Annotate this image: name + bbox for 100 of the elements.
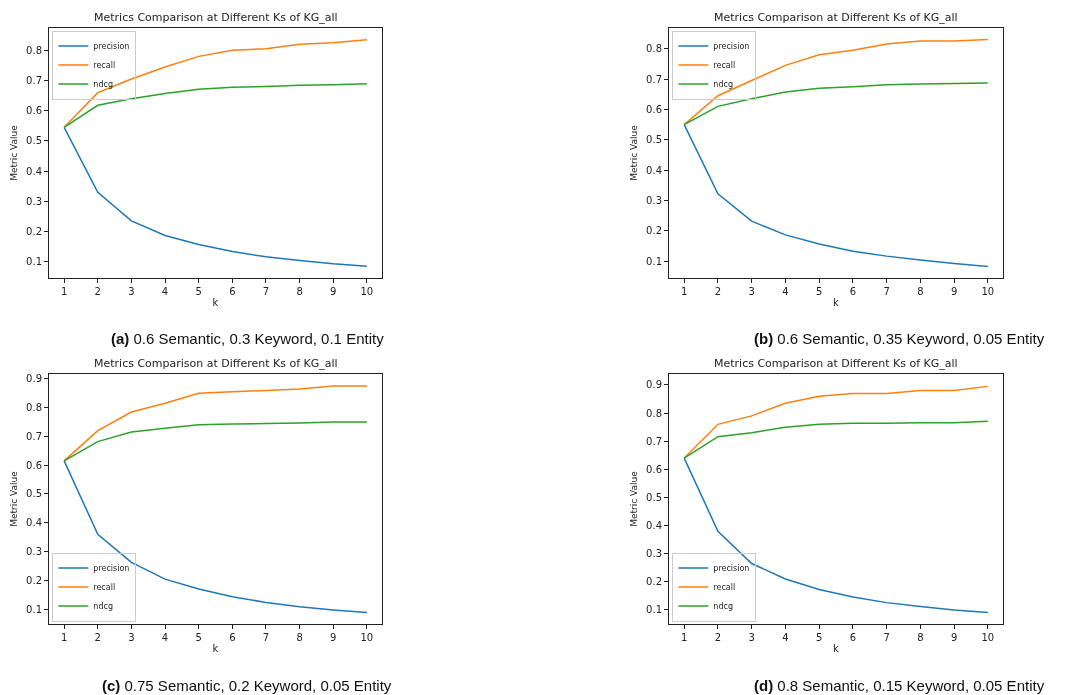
- chart-title: Metrics Comparison at Different Ks of KG_all: [94, 11, 338, 24]
- line-series: [683, 123, 989, 268]
- y-tick-label: 0.8: [646, 43, 662, 55]
- x-tick-label: 5: [195, 632, 202, 643]
- line-series: [63, 460, 368, 614]
- y-tick-label: 0.4: [26, 517, 42, 529]
- text: (a) 0.6 Semantic, 0.3 Keyword, 0.1 Entity: [111, 330, 385, 347]
- line-series: [63, 385, 368, 462]
- line-series: [63, 421, 368, 462]
- y-tick-label: 0.2: [646, 576, 662, 588]
- line-series: [683, 82, 989, 126]
- x-tick-label: 4: [161, 632, 169, 643]
- x-axis-title: k: [833, 296, 840, 308]
- legend-label: recall: [713, 583, 736, 593]
- chart-title: Metrics Comparison at Different Ks of KG_all: [714, 357, 958, 370]
- x-tick-label: 10: [360, 632, 374, 643]
- x-tick-label: 9: [330, 286, 337, 297]
- x-tick-label: 3: [128, 632, 135, 643]
- x-tick-label: 8: [296, 286, 303, 297]
- y-tick-label: 0.2: [26, 226, 42, 237]
- x-tick-label: 6: [229, 632, 236, 643]
- x-tick-label: 9: [950, 632, 958, 643]
- y-tick-label: 0.4: [26, 165, 42, 177]
- x-tick-label: 1: [60, 632, 68, 643]
- y-tick-label: 0.1: [26, 256, 42, 268]
- y-tick-label: 0.2: [26, 574, 42, 586]
- y-tick-label: 0.7: [646, 73, 662, 85]
- x-tick-label: 10: [360, 286, 374, 297]
- y-tick-label: 0.8: [646, 407, 662, 419]
- x-tick-label: 7: [262, 632, 270, 643]
- x-tick-label: 3: [748, 632, 755, 643]
- legend-label: recall: [93, 583, 116, 593]
- legend-label: recall: [93, 61, 116, 71]
- text: (b) 0.6 Semantic, 0.35 Keyword, 0.05 Entity: [754, 330, 1045, 347]
- y-tick-label: 0.6: [26, 459, 42, 471]
- line-series: [63, 39, 368, 129]
- y-tick-label: 0.9: [646, 379, 662, 391]
- legend-label: precision: [93, 564, 130, 574]
- y-tick-label: 0.5: [646, 491, 662, 503]
- x-tick-label: 1: [680, 286, 688, 297]
- y-tick-label: 0.1: [646, 604, 662, 616]
- x-tick-label: 7: [262, 286, 270, 297]
- x-tick-label: 7: [883, 286, 890, 297]
- y-tick-label: 0.8: [26, 44, 42, 56]
- legend-label: recall: [713, 61, 736, 71]
- legend-label: ndcg: [713, 602, 733, 612]
- x-tick-label: 9: [330, 632, 337, 643]
- line-series: [683, 420, 989, 459]
- x-tick-label: 4: [782, 632, 789, 643]
- line-series: [683, 38, 989, 126]
- legend-label: ndcg: [93, 80, 113, 90]
- x-tick-label: 5: [195, 286, 202, 297]
- line-series: [683, 457, 989, 614]
- x-tick-label: 10: [981, 286, 995, 297]
- x-tick-label: 2: [714, 632, 722, 643]
- text: (c) 0.75 Semantic, 0.2 Keyword, 0.05 Entity: [102, 677, 392, 694]
- chart-title: Metrics Comparison at Different Ks of KG_all: [714, 11, 958, 24]
- x-tick-label: 2: [94, 286, 101, 297]
- x-tick-label: 2: [94, 632, 101, 643]
- x-tick-label: 6: [849, 632, 857, 643]
- x-tick-label: 6: [229, 286, 236, 297]
- y-tick-label: 0.3: [646, 195, 662, 207]
- y-tick-label: 0.1: [646, 255, 662, 267]
- y-tick-label: 0.6: [646, 103, 662, 115]
- y-tick-label: 0.6: [646, 463, 662, 475]
- y-axis-title: Metric Value: [9, 124, 20, 181]
- y-tick-label: 0.2: [646, 225, 662, 237]
- legend-label: ndcg: [713, 80, 733, 90]
- x-tick-label: 4: [782, 286, 789, 297]
- y-tick-label: 0.3: [646, 548, 662, 560]
- y-tick-label: 0.7: [26, 75, 42, 87]
- x-tick-label: 5: [815, 632, 823, 643]
- line-series: [683, 385, 989, 459]
- y-tick-label: 0.4: [646, 164, 662, 176]
- chart-title: Metrics Comparison at Different Ks of KG_all: [94, 357, 338, 370]
- x-tick-label: 3: [128, 286, 135, 297]
- x-tick-label: 9: [950, 286, 958, 297]
- x-axis-title: k: [212, 296, 219, 308]
- x-tick-label: 5: [815, 286, 823, 297]
- legend-label: precision: [713, 564, 750, 574]
- y-tick-label: 0.6: [26, 105, 42, 117]
- x-tick-label: 8: [917, 286, 924, 297]
- line-series: [63, 126, 368, 267]
- x-tick-label: 4: [161, 286, 169, 297]
- x-tick-label: 6: [849, 286, 857, 297]
- text: (d) 0.8 Semantic, 0.15 Keyword, 0.05 Entity: [754, 677, 1045, 694]
- x-axis-title: k: [212, 642, 219, 654]
- x-tick-label: 1: [60, 286, 68, 297]
- y-tick-label: 0.3: [26, 195, 42, 207]
- x-axis-title: k: [833, 642, 840, 654]
- y-tick-label: 0.7: [26, 430, 42, 442]
- y-tick-label: 0.9: [26, 373, 42, 385]
- x-tick-label: 1: [680, 632, 688, 643]
- y-tick-label: 0.5: [26, 488, 42, 500]
- legend-label: precision: [713, 42, 750, 52]
- y-axis-title: Metric Value: [9, 470, 20, 527]
- x-tick-label: 8: [917, 632, 924, 643]
- x-tick-label: 3: [748, 286, 755, 297]
- legend-label: precision: [93, 42, 130, 52]
- y-tick-label: 0.5: [646, 134, 662, 146]
